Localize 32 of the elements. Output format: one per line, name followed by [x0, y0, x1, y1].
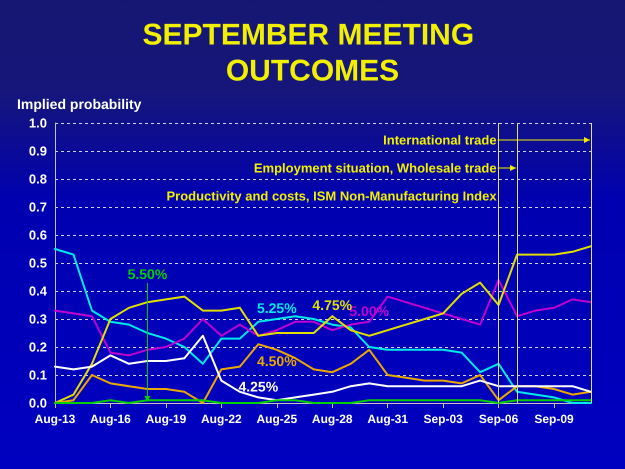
y-tick-label: 0.1	[28, 368, 47, 382]
y-tick-label: 0.5	[28, 256, 47, 270]
y-axis-title: Implied probability	[17, 96, 142, 112]
x-tick-label: Sep-09	[534, 412, 574, 426]
x-tick-label: Aug-16	[90, 412, 132, 426]
y-tick-label: 0.7	[28, 200, 47, 214]
x-tick-label: Aug-25	[256, 412, 298, 426]
y-tick-label: 0.8	[28, 172, 47, 186]
x-tick-label: Sep-03	[423, 412, 464, 426]
annotation: 5.50%	[128, 266, 168, 282]
y-tick-label: 0.2	[28, 340, 47, 354]
x-tick-label: Aug-28	[312, 412, 353, 426]
y-tick-label: 0.4	[28, 284, 48, 298]
x-tick-label: Aug-31	[367, 412, 408, 426]
ref-line-label: Productivity and costs, ISM Non-Manufacturing Index	[166, 188, 498, 204]
x-tick-label: Sep-06	[478, 412, 519, 426]
y-tick-label: 0.6	[28, 228, 47, 242]
series-label: 4.50%	[256, 352, 298, 369]
ref-line-label: International trade	[383, 132, 497, 148]
x-tick-label: Aug-19	[146, 412, 187, 426]
x-tick-label: Aug-22	[201, 412, 242, 426]
chart-title: SEPTEMBER MEETING OUTCOMES	[142, 18, 483, 88]
ref-line-label: Employment situation, Wholesale trade	[254, 160, 497, 176]
x-tick-label: Aug-13	[34, 412, 76, 426]
y-tick-label: 1.0	[28, 116, 47, 130]
series-label: 4.25%	[238, 378, 279, 394]
y-tick-label: 0.0	[28, 396, 47, 410]
y-tick-label: 0.9	[28, 144, 47, 158]
y-tick-label: 0.3	[28, 312, 47, 326]
series-label: 5.25%	[256, 300, 298, 316]
line-series	[54, 278, 592, 356]
line-series	[54, 334, 592, 402]
